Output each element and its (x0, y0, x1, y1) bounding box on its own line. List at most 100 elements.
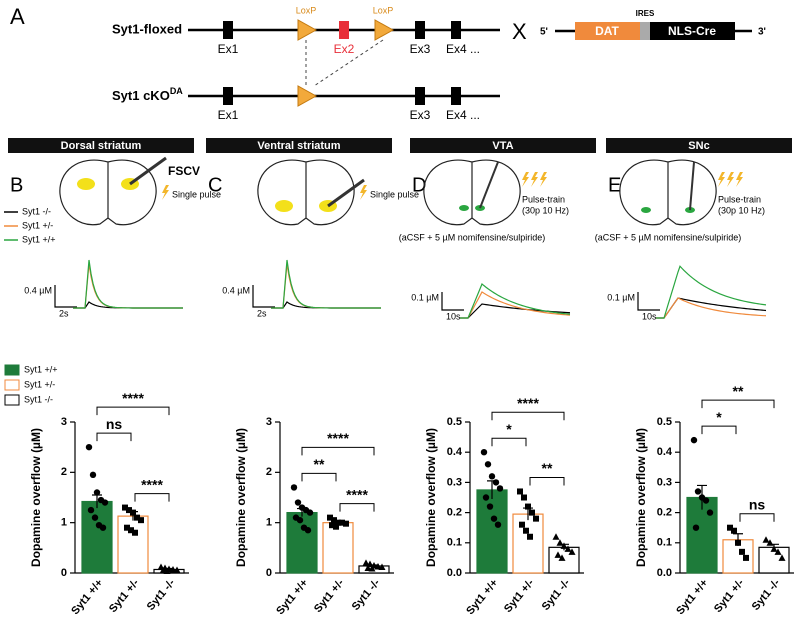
bar (81, 500, 113, 574)
sig-bracket (301, 472, 337, 482)
stim-label: Pulse-train (718, 194, 761, 204)
exon (451, 87, 461, 105)
y-axis-label: Dopamine overflow (µM) (424, 428, 438, 567)
probe (327, 178, 365, 208)
condition: (aCSF + 5 µM nomifensine/sulpiride) (595, 232, 742, 242)
legend-label: Syt1 -/- (22, 206, 51, 216)
scale-y: 0.4 µM (24, 285, 52, 295)
region (77, 178, 95, 190)
point (739, 548, 745, 555)
y-axis-label: Dopamine overflow (µM) (634, 428, 648, 567)
section-header (8, 138, 194, 153)
bar (512, 513, 544, 574)
trace (73, 259, 183, 309)
brain-outline (619, 159, 717, 226)
cross: X (512, 19, 527, 44)
sig-label: **** (346, 486, 368, 502)
row-label-sup: DA (170, 86, 183, 96)
exon-label: Ex2 (334, 42, 355, 56)
exon (415, 87, 425, 105)
sig-bracket (701, 425, 737, 435)
stim-icon (360, 185, 367, 200)
ires-box (640, 22, 650, 40)
probe-label: FSCV (168, 164, 200, 178)
row-label: Syt1-floxed (112, 21, 182, 36)
point (132, 529, 138, 536)
trace (271, 263, 381, 309)
scale-bar (54, 285, 77, 308)
legend-swatch (4, 364, 20, 376)
point (694, 488, 702, 495)
bar-chart: 0.0 0.1 0.2 0.3 0.4 0.5 Dopamine overflow (µM)… (634, 383, 794, 617)
exon-label: Ex4 ... (446, 108, 480, 122)
point (362, 559, 370, 566)
point (87, 506, 95, 514)
panel-letter: C (208, 174, 222, 196)
point (690, 436, 698, 444)
stim-icon (540, 172, 547, 187)
region (641, 207, 651, 213)
sig-bracket (96, 432, 132, 442)
stim-detail: (30p 10 Hz) (522, 205, 569, 215)
sig-bracket (701, 399, 775, 409)
y-tick-label: 1 (266, 517, 272, 529)
brain-outline (423, 159, 521, 226)
stim-icon (522, 172, 529, 187)
region (275, 200, 293, 212)
point (480, 449, 488, 456)
trace (656, 297, 767, 319)
construct-end: 5' (540, 27, 548, 38)
point (329, 522, 335, 529)
section-title: Ventral striatum (257, 140, 340, 152)
scale-bar (637, 292, 660, 311)
probe (129, 156, 167, 186)
sig-bracket (96, 406, 170, 416)
y-tick-label: 0.3 (657, 476, 672, 488)
exon (223, 87, 233, 105)
point (335, 519, 341, 526)
sig-bracket (301, 446, 375, 456)
sig-bracket (529, 476, 565, 486)
loxp (297, 19, 318, 41)
sig-label: **** (327, 430, 349, 446)
point (290, 484, 298, 491)
x-tick-label: Syt1 +/- (107, 577, 142, 615)
point (529, 509, 535, 516)
sig-label: * (716, 409, 722, 425)
y-axis-label: Dopamine overflow (µM) (234, 428, 248, 567)
sig-label: **** (141, 476, 163, 492)
point (304, 527, 312, 534)
scale-bar (252, 285, 275, 308)
trace (271, 301, 381, 309)
loxp (297, 85, 318, 107)
legend-label: Syt1 +/+ (24, 364, 58, 374)
point (124, 524, 130, 531)
point (492, 479, 500, 486)
point (122, 504, 128, 511)
panel-letter: D (412, 174, 426, 196)
point (85, 443, 93, 451)
panel-letter: A (10, 4, 25, 29)
y-tick-label: 0.4 (447, 446, 463, 458)
region (459, 205, 469, 211)
point (296, 516, 304, 524)
point (527, 533, 533, 540)
y-tick-label: 0.4 (657, 446, 673, 458)
point (482, 494, 490, 501)
section-title: Dorsal striatum (61, 140, 142, 152)
y-tick-label: 0.2 (447, 507, 462, 519)
point (496, 485, 504, 492)
point (101, 499, 109, 506)
y-tick-label: 0.0 (447, 567, 462, 579)
point (778, 554, 786, 561)
point (333, 523, 339, 530)
point (517, 488, 523, 495)
x-tick-label: Syt1 +/+ (274, 577, 310, 617)
point (494, 521, 502, 528)
stim-label: Pulse-train (522, 194, 565, 204)
scale-x: 2s (257, 308, 267, 318)
stim-detail: (30p 10 Hz) (718, 205, 765, 215)
point (484, 461, 492, 468)
point (488, 473, 496, 480)
sig-label: ** (314, 456, 325, 472)
